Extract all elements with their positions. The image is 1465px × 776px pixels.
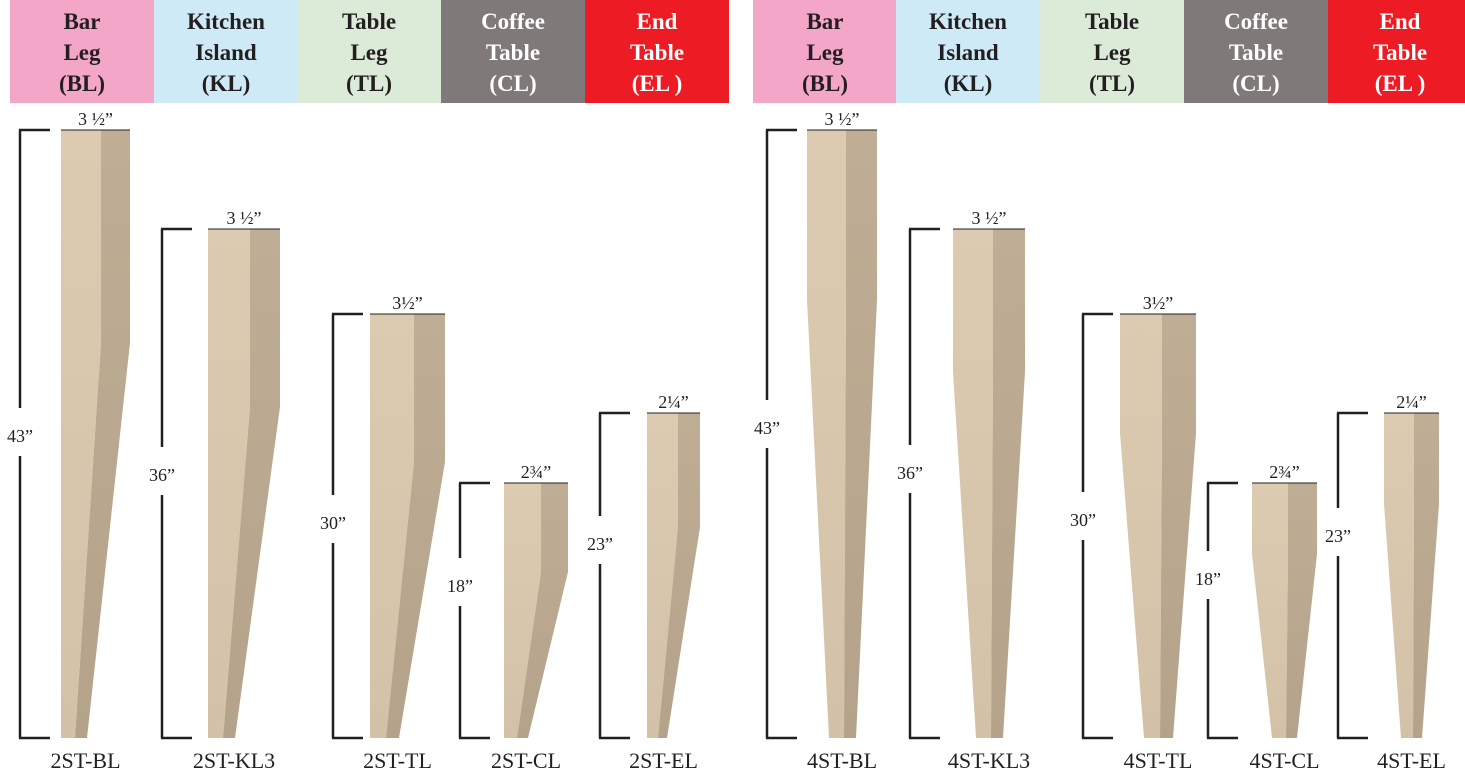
leg-2st-bl: 3 ½” 43” 2ST-BL xyxy=(7,109,130,773)
leg-face xyxy=(1120,314,1162,738)
width-label: 3 ½” xyxy=(227,208,262,228)
height-bracket xyxy=(1336,411,1368,740)
leg-face xyxy=(61,130,101,738)
leg-code-label: 4ST-BL xyxy=(807,748,877,773)
width-label: 2¼” xyxy=(1396,392,1427,412)
leg-2st-cl: 2¾” 18” 2ST-CL xyxy=(447,462,568,773)
height-label: 18” xyxy=(447,576,473,596)
width-label: 3½” xyxy=(1143,293,1174,313)
leg-side xyxy=(991,229,1025,738)
height-bracket xyxy=(908,227,940,740)
width-label: 3½” xyxy=(392,293,423,313)
leg-2st-tl: 3½” 30” 2ST-TL xyxy=(320,293,445,773)
leg-code-label: 4ST-KL3 xyxy=(948,748,1030,773)
leg-face xyxy=(1252,483,1288,738)
leg-4st-tl: 3½” 30” 4ST-TL xyxy=(1070,293,1196,773)
leg-2st-kl3: 3 ½” 36” 2ST-KL3 xyxy=(149,208,280,773)
header-label: Kitchen Island (KL) xyxy=(929,8,1007,96)
header-kitchen-island-1: Kitchen Island (KL) xyxy=(154,0,298,103)
leg-face xyxy=(1384,413,1414,738)
width-label: 3 ½” xyxy=(972,208,1007,228)
leg-code-label: 2ST-KL3 xyxy=(193,748,275,773)
leg-face xyxy=(370,314,414,738)
leg-code-label: 4ST-CL xyxy=(1249,748,1319,773)
leg-face xyxy=(807,130,846,738)
width-label: 2¾” xyxy=(521,462,552,482)
height-label: 23” xyxy=(1325,526,1351,546)
leg-side xyxy=(658,413,700,738)
header-label: Kitchen Island (KL) xyxy=(187,8,265,96)
height-label: 43” xyxy=(7,426,33,446)
height-label: 30” xyxy=(320,513,346,533)
header-label: Bar Leg (BL) xyxy=(802,8,848,96)
header-coffee-table-2: Coffee Table (CL) xyxy=(1184,0,1328,103)
header-kitchen-island-2: Kitchen Island (KL) xyxy=(896,0,1040,103)
height-bracket xyxy=(18,128,50,740)
header-label: End Table (EL ) xyxy=(629,8,685,96)
header-label: Table Leg (TL) xyxy=(1084,8,1140,96)
height-bracket xyxy=(160,227,192,740)
height-bracket xyxy=(598,411,630,740)
header-label: End Table (EL ) xyxy=(1372,8,1428,96)
header-label: Bar Leg (BL) xyxy=(59,8,105,96)
leg-4st-cl: 2¾” 18” 4ST-CL xyxy=(1195,462,1320,773)
leg-code-label: 2ST-CL xyxy=(491,748,561,773)
leg-side xyxy=(517,483,568,738)
header-table-leg-2: Table Leg (TL) xyxy=(1040,0,1184,103)
height-label: 43” xyxy=(754,418,780,438)
leg-side xyxy=(1286,483,1317,738)
header-end-table-2: End Table (EL ) xyxy=(1328,0,1465,103)
leg-side xyxy=(844,130,877,738)
width-label: 2¼” xyxy=(658,392,689,412)
height-label: 18” xyxy=(1195,569,1221,589)
height-bracket xyxy=(458,481,490,740)
leg-side xyxy=(1413,413,1439,738)
leg-code-label: 2ST-TL xyxy=(363,748,432,773)
height-bracket xyxy=(331,312,363,740)
header-bar-leg-1: Bar Leg (BL) xyxy=(10,0,154,103)
leg-code-label: 2ST-EL xyxy=(629,748,698,773)
height-bracket xyxy=(1206,481,1238,740)
header-label: Coffee Table (CL) xyxy=(1224,8,1288,96)
height-label: 30” xyxy=(1070,510,1096,530)
leg-2st-el: 2¼” 23” 2ST-EL xyxy=(587,392,700,773)
leg-face xyxy=(504,483,541,738)
header-label: Table Leg (TL) xyxy=(341,8,397,96)
height-label: 36” xyxy=(897,463,923,483)
header-end-table-1: End Table (EL ) xyxy=(585,0,729,103)
leg-4st-el: 2¼” 23” 4ST-EL xyxy=(1325,392,1446,773)
leg-code-label: 4ST-TL xyxy=(1124,748,1193,773)
leg-side xyxy=(386,314,445,738)
height-label: 36” xyxy=(149,465,175,485)
leg-side xyxy=(223,229,280,738)
leg-side xyxy=(75,130,130,738)
leg-code-label: 2ST-BL xyxy=(50,748,120,773)
leg-4st-bl: 3 ½” 43” 4ST-BL xyxy=(754,109,877,773)
height-bracket xyxy=(765,128,797,740)
header-table-leg-1: Table Leg (TL) xyxy=(297,0,441,103)
header-coffee-table-1: Coffee Table (CL) xyxy=(441,0,585,103)
leg-face xyxy=(208,229,250,738)
leg-4st-kl3: 3 ½” 36” 4ST-KL3 xyxy=(897,208,1030,773)
leg-face xyxy=(953,229,993,738)
leg-code-label: 4ST-EL xyxy=(1377,748,1446,773)
width-label: 3 ½” xyxy=(78,109,113,129)
header-label: Coffee Table (CL) xyxy=(481,8,545,96)
width-label: 3 ½” xyxy=(825,109,860,129)
header-bar-leg-2: Bar Leg (BL) xyxy=(753,0,897,103)
height-bracket xyxy=(1081,312,1113,740)
leg-side xyxy=(1160,314,1196,738)
width-label: 2¾” xyxy=(1269,462,1300,482)
leg-face xyxy=(647,413,678,738)
height-label: 23” xyxy=(587,534,613,554)
